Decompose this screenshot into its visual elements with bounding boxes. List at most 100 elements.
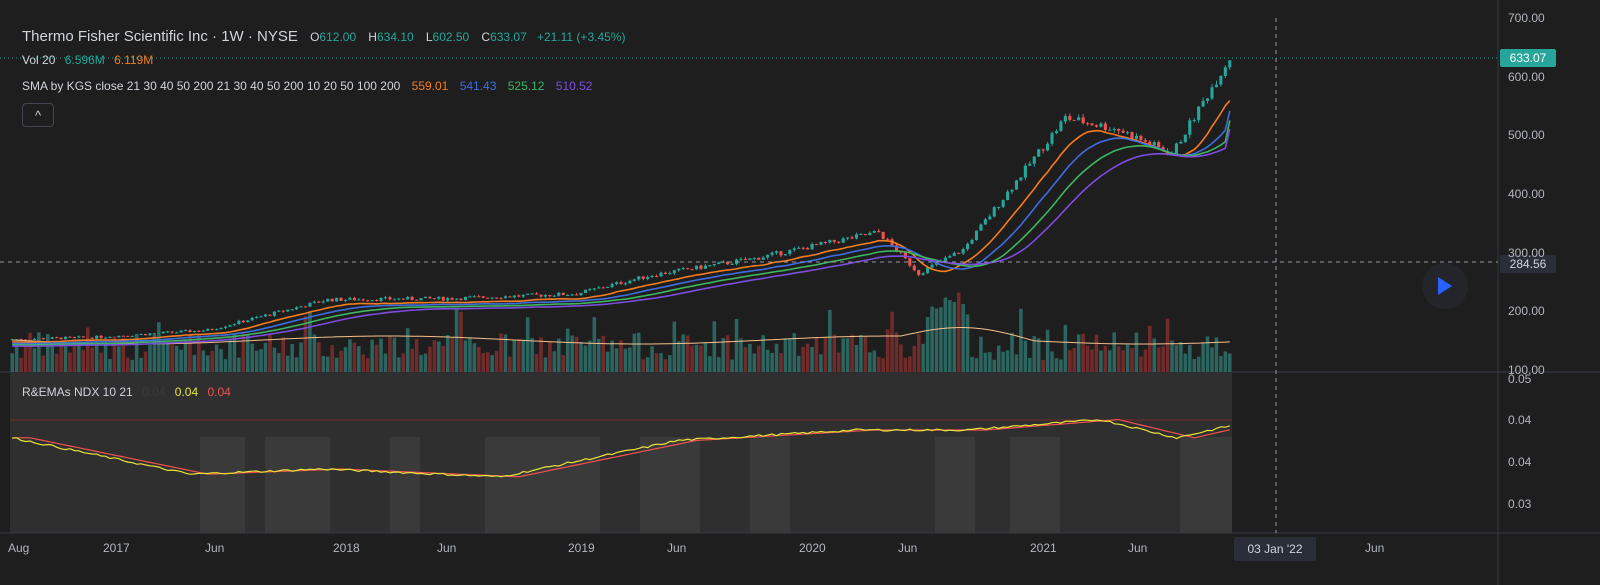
candle-body xyxy=(575,294,579,296)
sma-line-3 xyxy=(12,120,1231,346)
volume-bar xyxy=(285,355,290,372)
scroll-to-realtime-button[interactable] xyxy=(1422,263,1468,309)
candle-body xyxy=(419,298,423,301)
candle-body xyxy=(646,277,650,279)
volume-bar xyxy=(174,345,179,372)
candle-body xyxy=(183,330,188,332)
high-label: H xyxy=(368,30,377,44)
volume-bar xyxy=(99,352,103,372)
candle-body xyxy=(143,333,148,336)
candle-body xyxy=(659,272,663,277)
rema-value-2: 0.04 xyxy=(174,385,199,399)
candle-body xyxy=(535,293,539,295)
sma-line-1 xyxy=(12,100,1231,344)
price-tick: 200.00 xyxy=(1508,304,1545,319)
candle-body xyxy=(868,232,872,236)
volume-bar xyxy=(37,332,41,372)
candle-body xyxy=(486,297,490,299)
candle-body xyxy=(503,296,508,299)
volume-bar xyxy=(348,339,352,372)
price-tick: 100.00 xyxy=(1508,363,1545,377)
open-label: O xyxy=(310,30,320,44)
volume-bar xyxy=(352,342,357,372)
volume-bar xyxy=(232,333,237,372)
candle-body xyxy=(188,330,192,333)
candle-body xyxy=(1006,191,1010,201)
candle-body xyxy=(1063,115,1067,122)
volume-bar xyxy=(1161,346,1165,372)
candle-body xyxy=(686,268,690,270)
candle-body xyxy=(628,280,632,284)
candle-body xyxy=(957,252,961,254)
volume-bar xyxy=(810,346,814,372)
indicator-tick: 0.04 xyxy=(1508,413,1532,427)
candle-body xyxy=(566,294,570,296)
volume-bar xyxy=(1116,346,1121,372)
volume-bar xyxy=(379,338,383,372)
volume-bar xyxy=(983,352,988,372)
candle-body xyxy=(1023,165,1027,178)
candle-body xyxy=(63,336,68,340)
volume-bar xyxy=(939,307,943,372)
candle-body xyxy=(770,252,774,255)
volume-bar xyxy=(94,343,99,372)
volume-bar xyxy=(437,341,441,372)
candle-body xyxy=(570,294,574,296)
volume-bar xyxy=(1032,336,1037,372)
candle-body xyxy=(837,241,841,243)
candle-body xyxy=(961,249,965,254)
candle-body xyxy=(557,292,561,296)
volume-bar xyxy=(1028,357,1032,372)
candle-body xyxy=(814,244,819,246)
candle-body xyxy=(508,296,512,298)
candle-body xyxy=(552,295,556,297)
candle-body xyxy=(588,289,592,291)
volume-bar xyxy=(334,357,339,372)
volume-bar xyxy=(312,334,317,372)
collapse-legend-button[interactable]: ^ xyxy=(22,103,54,127)
candle-body xyxy=(175,332,179,334)
candle-body xyxy=(841,238,845,243)
candle-body xyxy=(797,247,801,249)
volume-bar xyxy=(490,355,494,372)
volume-bar xyxy=(708,356,712,372)
candle-body xyxy=(361,299,365,301)
volume-bar xyxy=(1152,338,1157,372)
candle-body xyxy=(495,297,499,299)
candle-body xyxy=(201,330,205,332)
sma-value-4: 510.52 xyxy=(555,79,593,93)
volume-bar xyxy=(819,354,823,372)
volume-bar xyxy=(890,311,894,372)
candle-body xyxy=(543,295,548,297)
candle-body xyxy=(1143,139,1147,142)
time-tick: Jun xyxy=(1365,541,1385,555)
candle-body xyxy=(401,298,405,300)
candle-body xyxy=(1059,121,1063,132)
candle-body xyxy=(277,310,281,312)
volume-bar xyxy=(614,348,619,372)
volume-bar xyxy=(1036,338,1041,372)
candle-body xyxy=(623,283,627,285)
candle-body xyxy=(59,337,63,340)
candle-body xyxy=(726,261,730,265)
candle-body xyxy=(823,241,827,243)
volume-bar xyxy=(508,356,512,372)
candle-body xyxy=(952,252,956,257)
chevron-up-icon: ^ xyxy=(34,107,42,123)
volume-bar xyxy=(148,344,152,372)
candle-body xyxy=(663,272,667,274)
candle-body xyxy=(1103,123,1107,131)
candle-body xyxy=(1197,106,1201,121)
volume-bar xyxy=(41,355,46,372)
candle-body xyxy=(392,299,396,301)
volume-bar xyxy=(899,344,903,372)
volume-bar xyxy=(854,344,859,372)
volume-bar xyxy=(241,332,246,372)
candle-body xyxy=(432,298,436,300)
candle-body xyxy=(348,297,352,300)
candle-body xyxy=(912,265,916,271)
volume-bar xyxy=(868,352,872,372)
volume-bar xyxy=(1103,345,1108,372)
